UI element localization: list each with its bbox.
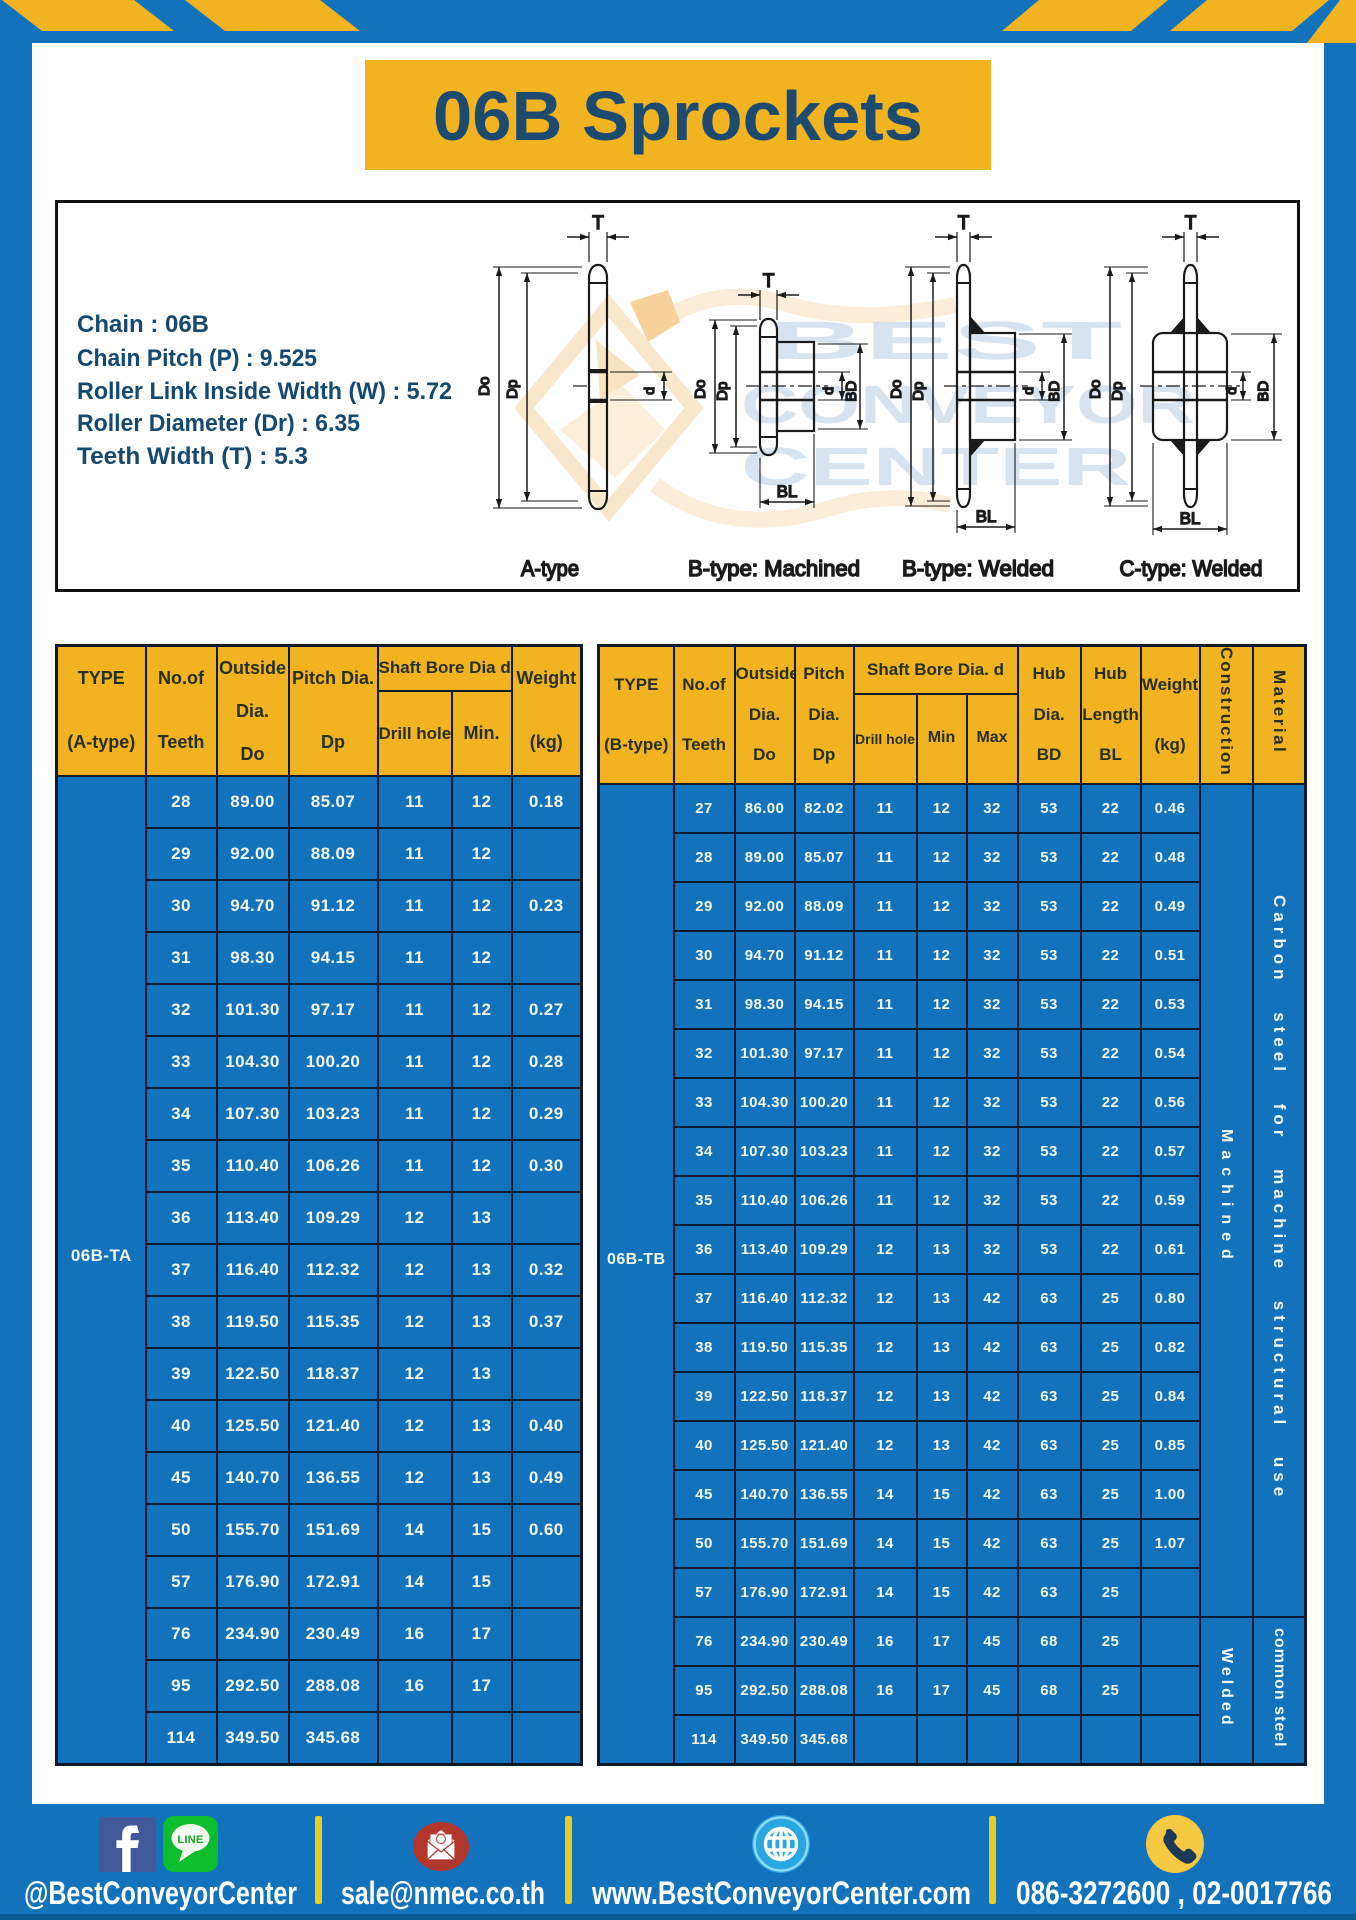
svg-text:086-3272600 , 02-0017766: 086-3272600 , 02-0017766: [1016, 1875, 1332, 1911]
svg-text:d: d: [1223, 387, 1239, 395]
svg-text:B-type: Welded: B-type: Welded: [902, 556, 1054, 581]
svg-text:T: T: [592, 213, 604, 234]
svg-text:www.BestConveyorCenter.com: www.BestConveyorCenter.com: [591, 1875, 971, 1911]
svg-text:Do: Do: [1087, 380, 1104, 399]
svg-text:Do: Do: [692, 380, 709, 399]
svg-text:Teeth Width (T) : 5.3: Teeth Width (T) : 5.3: [77, 443, 308, 470]
svg-text:CONVEYOR: CONVEYOR: [741, 375, 1195, 435]
svg-text:B-type: Machined: B-type: Machined: [688, 556, 860, 581]
svg-text:Dp: Dp: [1109, 382, 1126, 401]
svg-text:BD: BD: [1046, 381, 1063, 402]
svg-text:T: T: [763, 271, 775, 292]
svg-text:LINE: LINE: [177, 1834, 203, 1846]
svg-text:Chain Pitch (P) : 9.525: Chain Pitch (P) : 9.525: [77, 345, 317, 372]
svg-text:BEST: BEST: [769, 311, 1122, 371]
svg-text:Dp: Dp: [910, 382, 927, 401]
svg-text:T: T: [958, 213, 970, 234]
svg-text:Roller Link Inside Width (W) :: Roller Link Inside Width (W) : 5.72: [77, 378, 452, 405]
svg-text:T: T: [1185, 213, 1197, 234]
svg-text:06B Sprockets: 06B Sprockets: [433, 77, 923, 155]
svg-text:C-type: Welded: C-type: Welded: [1120, 556, 1263, 581]
svg-text:@BestConveyorCenter: @BestConveyorCenter: [24, 1875, 297, 1911]
svg-text:Do: Do: [476, 377, 493, 396]
svg-text:d: d: [641, 387, 657, 395]
svg-text:BD: BD: [843, 381, 860, 402]
svg-text:Dp: Dp: [504, 380, 521, 399]
svg-text:BL: BL: [1180, 509, 1201, 528]
svg-text:A-type: A-type: [521, 556, 579, 581]
svg-text:Dp: Dp: [714, 382, 731, 401]
svg-text:d: d: [1020, 387, 1036, 395]
svg-text:sale@nmec.co.th: sale@nmec.co.th: [341, 1875, 545, 1911]
svg-text:BL: BL: [976, 507, 997, 526]
svg-text:Do: Do: [888, 380, 905, 399]
svg-text:BL: BL: [777, 482, 798, 501]
svg-text:d: d: [820, 387, 836, 395]
svg-text:Chain : 06B: Chain : 06B: [77, 311, 209, 338]
svg-text:BD: BD: [1255, 381, 1272, 402]
svg-text:Roller Diameter (Dr) : 6.35: Roller Diameter (Dr) : 6.35: [77, 410, 360, 437]
svg-text:CENTER: CENTER: [741, 437, 1131, 497]
